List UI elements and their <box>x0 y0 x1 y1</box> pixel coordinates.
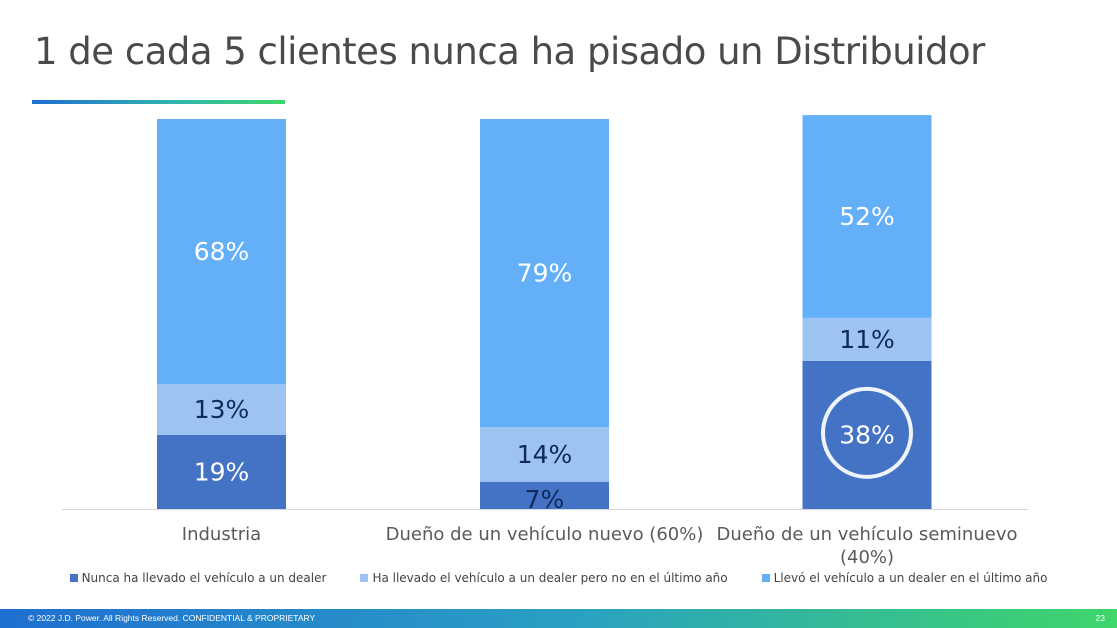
bar-segment <box>480 481 609 509</box>
legend-swatch <box>761 574 770 582</box>
legend-label: Nunca ha llevado el vehículo a un dealer <box>81 571 327 585</box>
category-label: Dueño de un vehículo seminuevo <box>717 524 1018 545</box>
bar-segment <box>157 119 286 385</box>
highlight-circle <box>821 386 913 479</box>
chart-legend: Nunca ha llevado el vehículo a un dealer… <box>0 571 1117 585</box>
legend-swatch <box>360 574 369 582</box>
data-label: 19% <box>194 457 250 486</box>
bar-segment <box>480 119 609 428</box>
legend-item: Nunca ha llevado el vehículo a un dealer <box>69 571 327 585</box>
bar-segment <box>802 317 932 361</box>
data-label: 13% <box>194 395 250 424</box>
data-label: 68% <box>194 237 250 266</box>
category-label: Dueño de un vehículo nuevo (60%) <box>386 524 704 545</box>
legend-label: Llevó el vehículo a un dealer en el últi… <box>773 571 1048 585</box>
bar-segment <box>157 434 286 509</box>
page-number: 23 <box>1095 613 1105 623</box>
title-underline <box>32 100 285 104</box>
data-label: 38% <box>839 420 895 449</box>
footer-bar: © 2022 J.D. Power. All Rights Reserved. … <box>0 609 1117 628</box>
bar-segment <box>157 384 286 435</box>
bar-segment <box>802 115 932 318</box>
footer-copyright: © 2022 J.D. Power. All Rights Reserved. … <box>28 613 316 623</box>
data-label: 14% <box>517 440 573 469</box>
legend-item: Llevó el vehículo a un dealer en el últi… <box>761 571 1048 585</box>
legend-item: Ha llevado el vehículo a un dealer pero … <box>360 571 728 585</box>
slide-title: 1 de cada 5 clientes nunca ha pisado un … <box>34 30 985 73</box>
data-label: 79% <box>517 259 573 288</box>
legend-swatch <box>69 574 78 582</box>
data-label: 11% <box>839 325 895 354</box>
category-label: (40%) <box>840 547 894 568</box>
legend-label: Ha llevado el vehículo a un dealer pero … <box>372 571 728 585</box>
data-label: 52% <box>839 202 895 231</box>
category-label: Industria <box>182 524 261 545</box>
bar-segment <box>480 427 609 482</box>
